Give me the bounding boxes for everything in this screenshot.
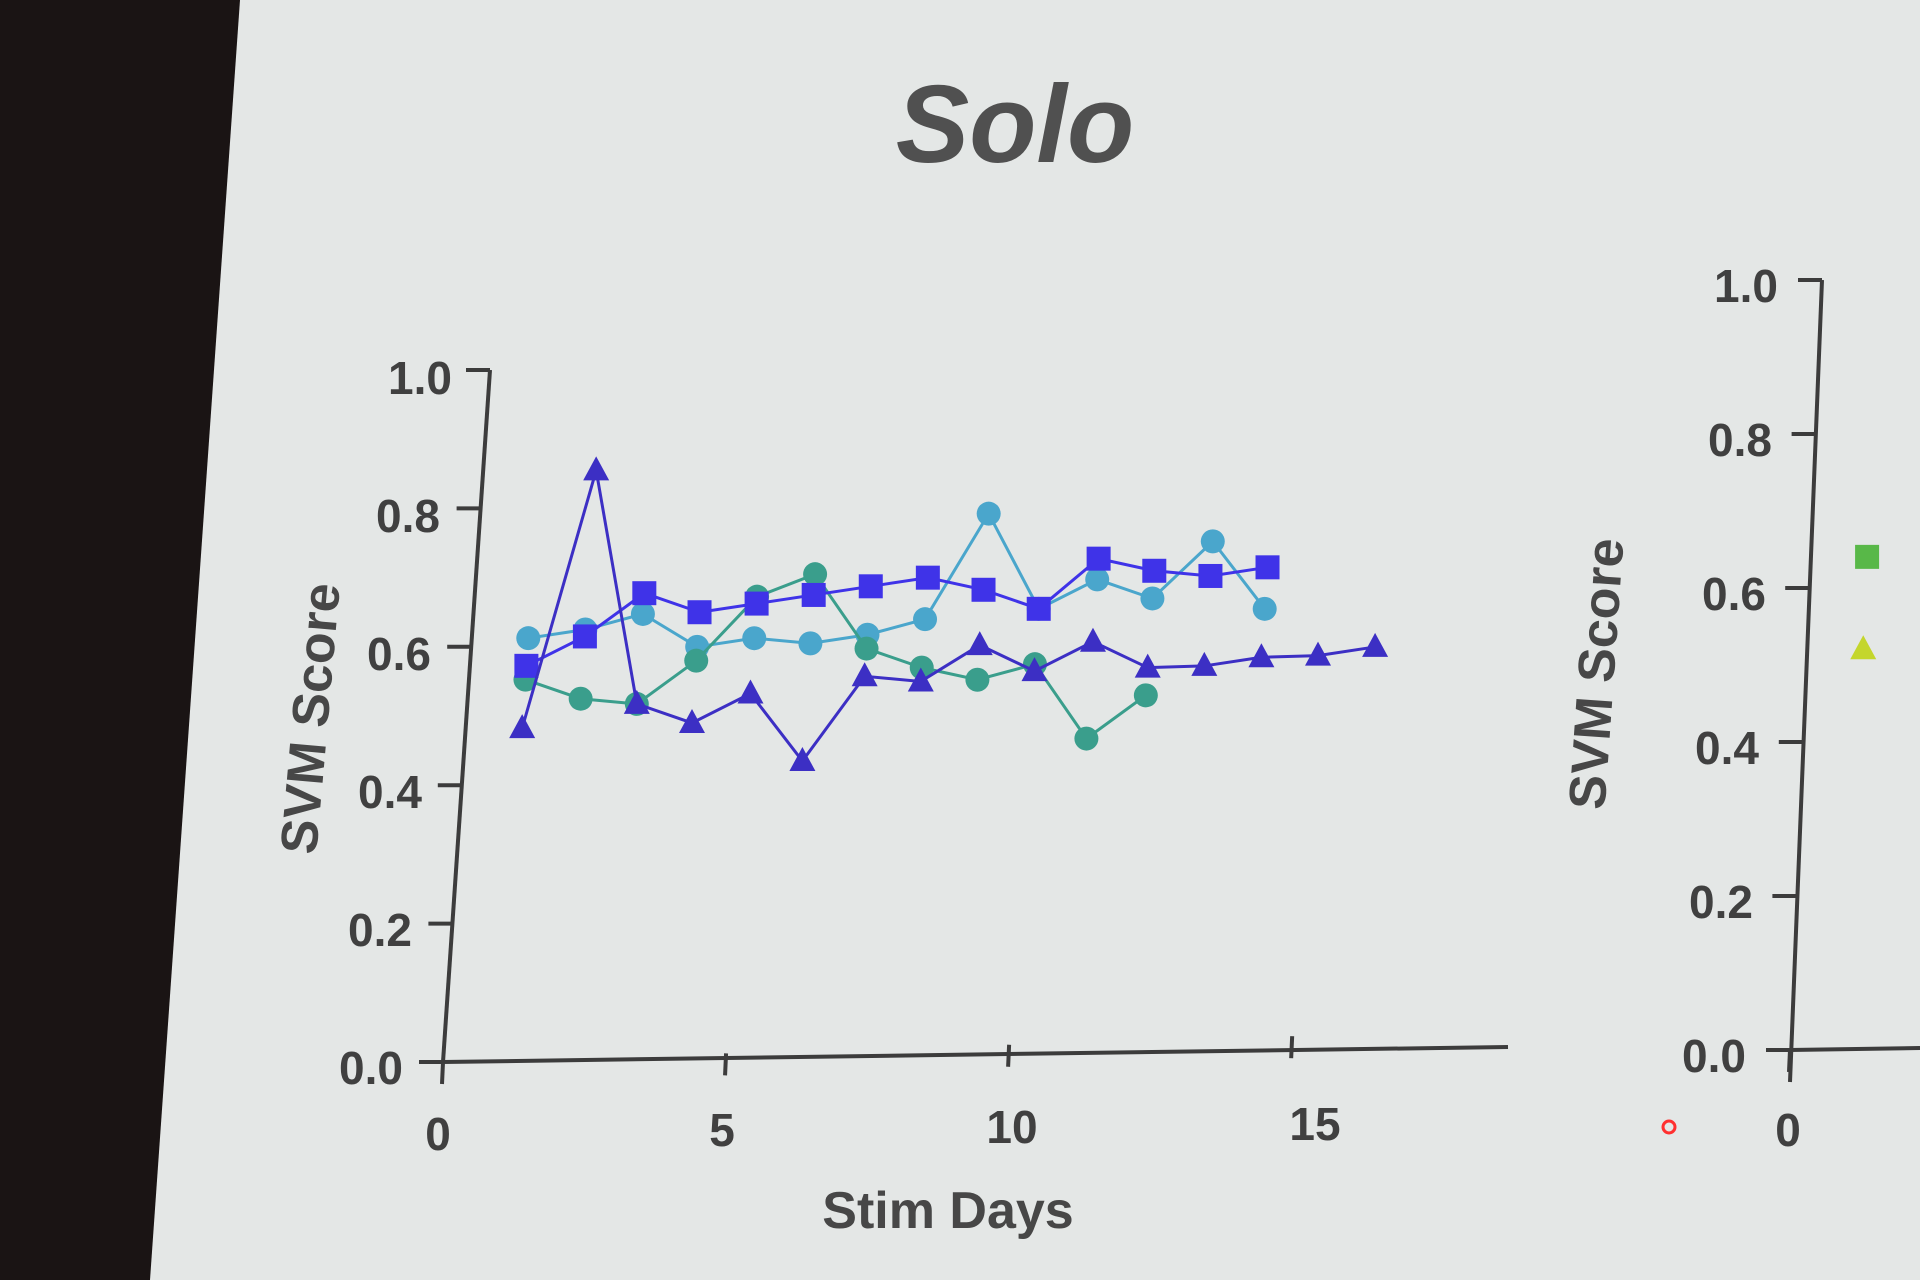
data-point (623, 689, 650, 714)
y-tick-label: 0.2 (348, 904, 412, 956)
data-point (965, 667, 990, 692)
chart-title: Solo (896, 63, 1134, 186)
data-point (679, 708, 706, 733)
data-point (798, 631, 823, 656)
y-tick-label: 1.0 (388, 352, 452, 404)
data-point (1198, 563, 1223, 588)
series-line (520, 469, 1376, 764)
x-axis (1789, 1046, 1920, 1052)
data-point (966, 631, 993, 656)
data-point (737, 679, 764, 704)
x-tick-marks (440, 1036, 1295, 1085)
data-point (514, 653, 539, 678)
data-point (1305, 641, 1332, 666)
y-tick-labels: 0.0 0.2 0.4 0.6 0.8 1.0 (1682, 260, 1778, 1082)
y-tick-label: 0.6 (367, 628, 431, 680)
data-point (851, 662, 878, 687)
y-tick-label: 0.0 (339, 1042, 403, 1094)
data-point (509, 714, 536, 739)
data-point (907, 667, 934, 692)
x-tick-label: 15 (1289, 1098, 1340, 1150)
x-tick-label: 0 (425, 1108, 451, 1160)
data-point (516, 626, 541, 651)
data-point (801, 582, 826, 607)
data-point (858, 574, 883, 599)
data-point (1085, 567, 1110, 592)
data-point (1086, 546, 1111, 571)
data-point (1248, 643, 1275, 668)
chart-axes (441, 369, 1509, 1064)
x-tick-mark (1787, 1049, 1792, 1073)
data-point (913, 607, 938, 632)
x-tick-marks (1787, 1049, 1792, 1073)
data-point (1134, 653, 1161, 678)
data-point (1252, 596, 1277, 621)
x-tick-label: 10 (986, 1101, 1037, 1153)
y-tick-label: 0.0 (1682, 1030, 1746, 1082)
data-point (572, 624, 597, 649)
laser-pointer-dot (1661, 1119, 1677, 1135)
data-point (1021, 657, 1048, 682)
data-point (742, 626, 767, 651)
y-tick-labels: 0.0 0.2 0.4 0.6 0.8 1.0 (339, 352, 452, 1094)
y-tick-label: 1.0 (1714, 260, 1778, 312)
data-point (915, 565, 940, 590)
data-point (1850, 635, 1877, 660)
data-point (854, 636, 879, 661)
data-point (583, 456, 610, 481)
data-point (1200, 529, 1225, 554)
data-point (687, 600, 712, 625)
x-axis (442, 1045, 1509, 1064)
data-point (909, 655, 934, 680)
projection-screen (150, 0, 1920, 1280)
y-tick-label: 0.6 (1702, 568, 1766, 620)
y-tick-label: 0.4 (358, 766, 422, 818)
y-tick-label: 0.4 (1695, 722, 1759, 774)
data-point (1855, 544, 1880, 569)
x-tick-mark (1006, 1044, 1012, 1067)
data-point (789, 747, 816, 772)
data-point (1133, 683, 1158, 708)
data-point (744, 591, 769, 616)
x-tick-mark (1289, 1036, 1295, 1059)
plot-area (1850, 544, 1880, 660)
data-point (971, 577, 996, 602)
x-tick-labels: 0 5 10 15 (425, 1098, 1340, 1160)
x-tick-label: 5 (709, 1104, 735, 1156)
data-point (803, 562, 828, 587)
data-point (1142, 558, 1167, 583)
data-point (1140, 586, 1165, 611)
x-tick-mark (440, 1061, 445, 1085)
y-tick-label: 0.8 (1708, 414, 1772, 466)
y-tick-label: 0.2 (1689, 876, 1753, 928)
y-axis (441, 369, 492, 1063)
data-point (1079, 627, 1106, 652)
x-tick-label: 0 (1775, 1104, 1801, 1156)
data-point (630, 601, 655, 626)
x-axis-label: Stim Days (822, 1182, 1073, 1240)
chart-solo: Solo 0.0 0.2 0.4 0.6 0.8 1.0 0 5 10 15 S… (270, 63, 1509, 1240)
data-point (976, 501, 1001, 526)
y-axis (1788, 279, 1824, 1083)
y-tick-label: 0.8 (376, 490, 440, 542)
chart-axes (1788, 279, 1920, 1083)
data-point (1362, 632, 1389, 657)
y-tick-marks (419, 368, 490, 1064)
y-tick-marks (1766, 278, 1822, 1052)
data-point (684, 648, 709, 673)
data-point (1026, 596, 1051, 621)
data-point (568, 686, 593, 711)
data-point (1191, 651, 1218, 676)
data-point (632, 581, 657, 606)
plot-area (509, 456, 1389, 772)
x-tick-mark (723, 1053, 729, 1076)
data-point (1074, 726, 1099, 751)
data-point (1255, 555, 1280, 580)
